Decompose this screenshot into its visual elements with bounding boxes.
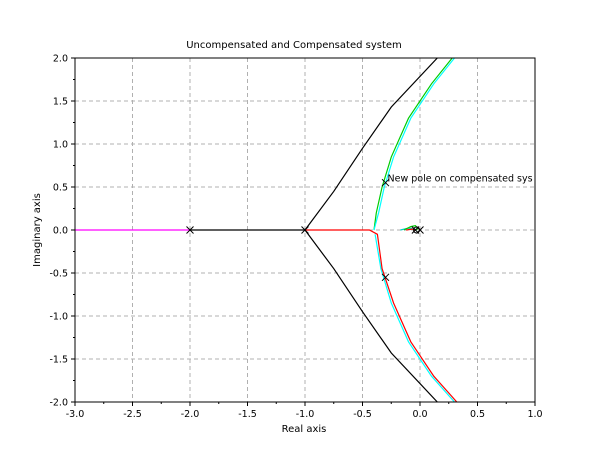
pole-zero-markers xyxy=(186,178,424,282)
y-tick-label: 1.0 xyxy=(53,140,68,151)
pole-stroke-b xyxy=(301,226,309,234)
y-tick-label: -2.0 xyxy=(49,398,68,409)
locus-branch-6 xyxy=(374,234,455,402)
y-tick-label: 2.0 xyxy=(53,54,68,65)
locus-branch-4 xyxy=(373,58,453,231)
x-tick-label: 1.0 xyxy=(527,409,542,420)
x-axis-label: Real axis xyxy=(282,424,327,435)
chart-title: Uncompensated and Compensated system xyxy=(186,40,402,51)
x-tick-label: -3.0 xyxy=(66,409,85,420)
locus-branch-10 xyxy=(406,228,416,231)
x-tick-label: 0.0 xyxy=(412,409,427,420)
locus-branch-3 xyxy=(304,229,438,402)
pole-stroke-b xyxy=(381,273,390,282)
y-tick-label: -1.0 xyxy=(49,312,68,323)
pole-marker xyxy=(186,226,194,234)
locus-branch-5 xyxy=(373,58,455,231)
pole-marker xyxy=(381,178,390,187)
x-tick-label: -1.0 xyxy=(296,409,315,420)
pole-stroke-b xyxy=(186,226,194,234)
zero-marker xyxy=(413,226,421,234)
y-axis-label: Imaginary axis xyxy=(32,193,43,267)
y-tick-label: 0.5 xyxy=(53,183,68,194)
pole-marker xyxy=(301,226,309,234)
pole-stroke-b xyxy=(381,178,390,187)
y-tick-label: 1.5 xyxy=(53,97,68,108)
x-tick-label: -2.5 xyxy=(123,409,142,420)
locus-branch-2 xyxy=(304,58,438,231)
x-tick-label: -0.5 xyxy=(353,409,372,420)
pole-marker xyxy=(381,273,390,282)
axis-ticks: -3.0 -2.5 -2.0 -1.5 -1.0 -0.5 0.0 0.5 1.0 2.0 1.5 1… xyxy=(49,54,542,421)
x-tick-label: -2.0 xyxy=(181,409,200,420)
y-tick-label: -1.5 xyxy=(49,355,68,366)
x-tick-label: 0.5 xyxy=(470,409,485,420)
y-tick-label: -0.5 xyxy=(49,269,68,280)
y-tick-label: 0.0 xyxy=(53,226,68,237)
locus-branch-7 xyxy=(305,229,458,402)
series-group xyxy=(75,58,458,402)
new-pole-annotation: New pole on compensated sys xyxy=(388,173,533,184)
locus-branch-9 xyxy=(403,225,419,231)
x-tick-label: -1.5 xyxy=(238,409,257,420)
